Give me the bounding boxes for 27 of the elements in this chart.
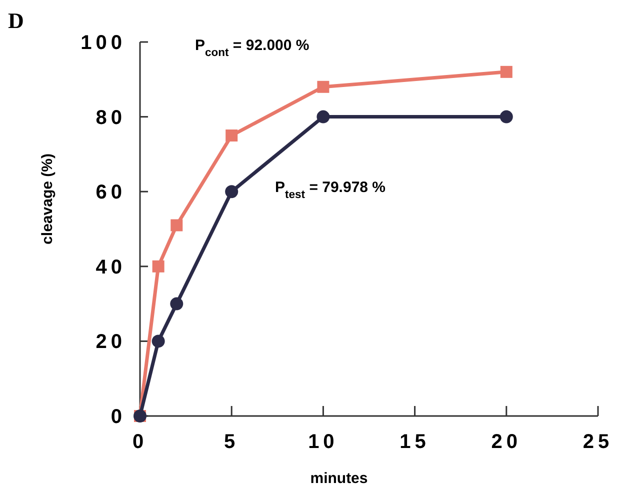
point: [170, 219, 183, 232]
x-tick-label: 15: [400, 431, 430, 453]
annotation: P$_{test}$ = 79.978 %: [275, 179, 386, 201]
x-axis-title: minutes: [310, 470, 368, 487]
point: [152, 334, 165, 348]
point: [316, 110, 330, 124]
annotation: P$_{cont}$ = 92.000 %: [195, 37, 310, 59]
point: [226, 130, 238, 142]
x-tick-label: 10: [308, 431, 338, 453]
x-tick-label: 0: [132, 431, 148, 453]
point: [317, 80, 330, 93]
y-tick-label: 60: [96, 182, 126, 204]
y-tick-label: 20: [96, 331, 126, 354]
y-tick-label: 40: [96, 256, 126, 278]
y-tick-label: 100: [80, 32, 126, 54]
point: [170, 297, 184, 310]
point: [500, 66, 512, 78]
x-tick-label: 5: [224, 431, 240, 453]
point: [152, 260, 164, 272]
chart-title: D: [8, 8, 24, 33]
point: [225, 185, 238, 198]
point: [500, 110, 513, 124]
y-tick-label: 0: [110, 406, 126, 428]
x-tick-label: 25: [582, 431, 614, 453]
x-tick-label: 20: [491, 431, 522, 453]
y-axis-title: cleavage (%): [39, 154, 56, 244]
y-tick-label: 80: [96, 106, 126, 129]
